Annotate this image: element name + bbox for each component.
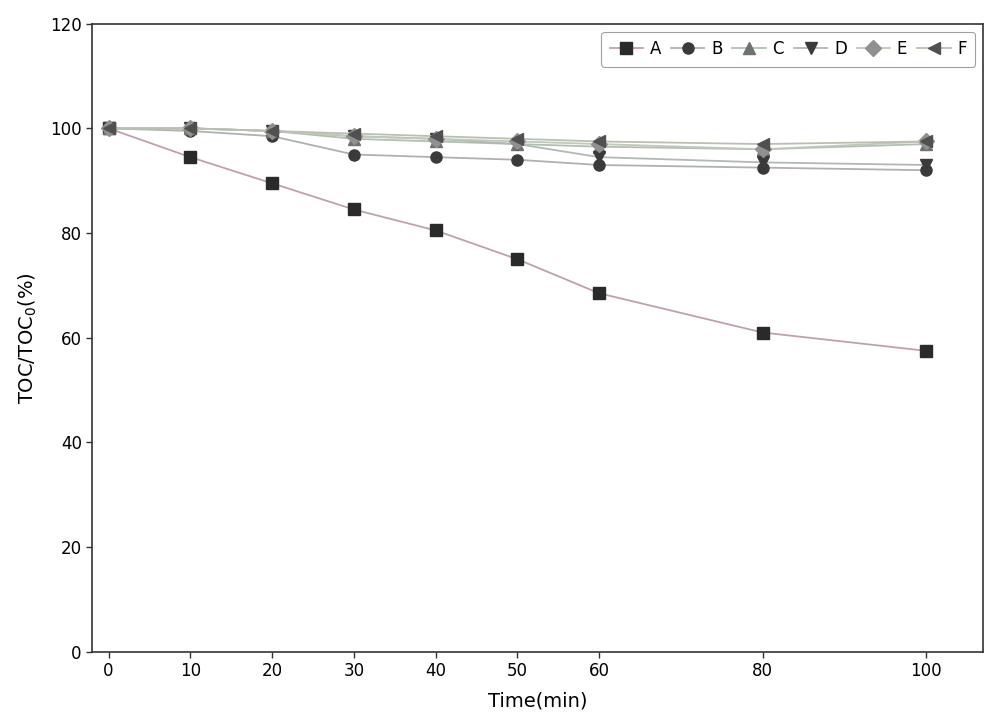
E — [757, 145, 769, 153]
B — [184, 126, 196, 135]
A — [184, 153, 196, 161]
C — [266, 126, 278, 135]
D — [920, 161, 932, 169]
F — [511, 134, 523, 143]
C — [184, 124, 196, 133]
E — [920, 137, 932, 146]
D — [757, 158, 769, 166]
F — [593, 137, 605, 146]
A — [511, 255, 523, 264]
B — [511, 156, 523, 164]
C — [511, 140, 523, 148]
E — [184, 124, 196, 133]
B — [348, 150, 360, 159]
Legend: A, B, C, D, E, F: A, B, C, D, E, F — [601, 32, 975, 67]
F — [103, 124, 115, 133]
Line: D: D — [103, 123, 932, 171]
X-axis label: Time(min): Time(min) — [488, 691, 588, 710]
F — [920, 137, 932, 146]
F — [348, 129, 360, 138]
E — [348, 132, 360, 140]
B — [430, 153, 442, 161]
F — [266, 126, 278, 135]
C — [757, 145, 769, 153]
Line: A: A — [103, 123, 932, 356]
D — [348, 132, 360, 140]
C — [593, 142, 605, 151]
C — [430, 137, 442, 146]
D — [184, 124, 196, 133]
A — [920, 347, 932, 356]
B — [266, 132, 278, 140]
D — [593, 153, 605, 161]
A — [430, 226, 442, 235]
D — [266, 126, 278, 135]
B — [103, 124, 115, 133]
C — [103, 124, 115, 133]
E — [266, 126, 278, 135]
Line: C: C — [103, 123, 932, 155]
F — [184, 124, 196, 133]
A — [348, 205, 360, 214]
E — [593, 140, 605, 148]
C — [348, 134, 360, 143]
F — [757, 140, 769, 148]
F — [430, 132, 442, 140]
Y-axis label: TOC/TOC$_0$(%): TOC/TOC$_0$(%) — [17, 272, 39, 403]
Line: F: F — [103, 123, 932, 150]
E — [103, 124, 115, 133]
A — [103, 124, 115, 133]
Line: B: B — [103, 123, 932, 176]
D — [430, 134, 442, 143]
A — [593, 289, 605, 297]
Line: E: E — [103, 123, 932, 155]
D — [103, 124, 115, 133]
D — [511, 140, 523, 148]
B — [920, 166, 932, 174]
A — [757, 328, 769, 337]
B — [593, 161, 605, 169]
B — [757, 164, 769, 172]
C — [920, 140, 932, 148]
E — [430, 134, 442, 143]
E — [511, 137, 523, 146]
A — [266, 179, 278, 188]
